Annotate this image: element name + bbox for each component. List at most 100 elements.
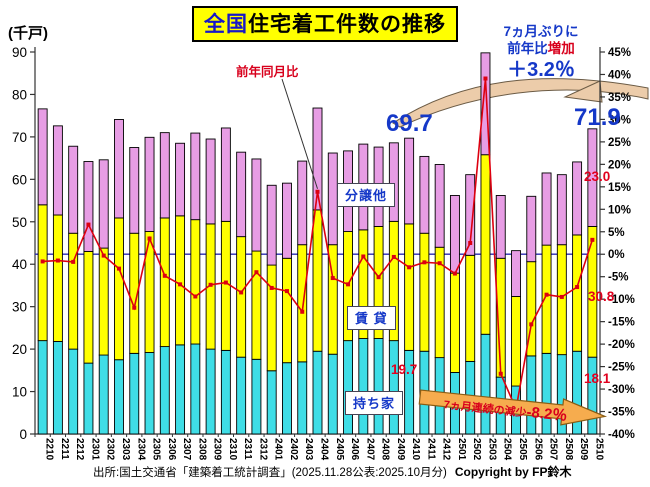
- x-axis-category-label: 2510: [593, 438, 604, 461]
- rental-bar-segment: [480, 154, 491, 335]
- rental-bar-segment: [297, 244, 308, 363]
- swoosh-arrowhead: [563, 80, 603, 103]
- other-bar-segment: [434, 164, 445, 248]
- yoy-marker: [223, 280, 228, 285]
- yoy-marker: [162, 273, 167, 278]
- left-axis-tick-label: 70: [12, 130, 27, 145]
- other-bar-segment: [297, 160, 308, 246]
- x-axis-category-label: 2309: [212, 438, 223, 461]
- yoy-marker: [575, 285, 580, 290]
- left-axis-tick-label: 30: [12, 300, 27, 315]
- other-bar-segment: [312, 107, 323, 211]
- series-label-owner: 持ち家: [345, 391, 404, 415]
- decline-arrow: [418, 389, 608, 426]
- total-value-2410: 69.7: [386, 110, 433, 137]
- right-axis-tick-label: 25%: [608, 137, 631, 149]
- owner-bar-segment: [205, 348, 216, 435]
- x-axis-category-label: 2412: [441, 438, 452, 461]
- x-axis-category-label: 2211: [59, 438, 70, 460]
- other-bar-segment: [480, 52, 491, 156]
- yoy-marker: [315, 189, 320, 194]
- other-bar-segment: [175, 142, 186, 217]
- owner-bar-segment: [144, 352, 155, 435]
- owner-bar-segment: [68, 348, 79, 435]
- x-axis-category-label: 2409: [395, 438, 406, 461]
- x-axis-category-label: 2405: [334, 438, 345, 461]
- owner-bar-segment: [388, 340, 399, 435]
- other-bar-segment: [129, 147, 140, 234]
- yoy-marker: [254, 270, 259, 275]
- owner-bar-segment: [373, 338, 384, 435]
- owner-value-2510: 18.1: [584, 371, 611, 386]
- title-highlight: 全国: [204, 13, 248, 36]
- right-axis-tick-label: -5%: [608, 272, 628, 284]
- callout-line1: 7ヵ月ぶりに: [503, 24, 579, 39]
- yoy-marker: [529, 322, 534, 327]
- yoy-marker: [559, 294, 564, 299]
- x-axis-category-label: 2310: [227, 438, 238, 461]
- owner-bar-segment: [587, 356, 598, 435]
- x-axis-category-label: 2504: [502, 438, 513, 461]
- yoy-marker: [452, 271, 457, 276]
- yoy-marker: [101, 253, 106, 258]
- x-axis-category-label: 2506: [532, 438, 543, 461]
- source-line: 出所:国土交通省「建築着工統計調査」(2025.11.28公表:2025.10月…: [93, 463, 572, 480]
- right-axis-tick-label: 35%: [608, 92, 631, 104]
- left-axis-unit-label: (千戸): [8, 25, 48, 42]
- page-title: 全国住宅着工件数の推移: [192, 6, 458, 42]
- left-axis-tick-label: 40: [12, 257, 27, 272]
- x-axis-category-label: 2308: [196, 438, 207, 461]
- yoy-marker: [437, 261, 442, 266]
- right-axis-tick-label: -40%: [608, 429, 635, 441]
- owner-bar-segment: [159, 346, 170, 435]
- rental-bar-segment: [236, 236, 247, 358]
- yoy-marker: [269, 285, 274, 290]
- yoy-marker: [40, 259, 45, 264]
- yoy-marker: [132, 305, 137, 310]
- right-axis-tick-label: -10%: [608, 294, 635, 306]
- right-axis-tick-label: 45%: [608, 47, 631, 59]
- copyright-text: Copyright by FP鈴木: [454, 465, 572, 479]
- rental-bar-segment: [404, 223, 415, 351]
- rental-bar-segment: [511, 296, 521, 387]
- rental-bar-segment: [114, 217, 124, 361]
- yoy-marker: [544, 292, 549, 297]
- owner-bar-segment: [37, 340, 48, 435]
- other-bar-segment: [541, 172, 552, 246]
- rental-value-2510: 30.8: [588, 289, 615, 304]
- x-axis-category-label: 2408: [380, 438, 391, 461]
- callout-increase-word: 増加: [547, 40, 575, 56]
- owner-bar-segment: [266, 370, 277, 435]
- other-bar-segment: [404, 137, 415, 225]
- right-axis-tick-label: -35%: [608, 407, 635, 419]
- x-axis-category-label: 2302: [105, 438, 116, 461]
- owner-bar-segment: [98, 354, 109, 435]
- rental-bar-segment: [251, 250, 262, 360]
- right-axis-tick-label: 0%: [608, 249, 625, 261]
- x-axis-category-label: 2303: [120, 438, 131, 461]
- right-axis-tick-label: 5%: [608, 227, 625, 239]
- x-axis-category-label: 2507: [548, 438, 559, 461]
- owner-bar-segment: [312, 350, 323, 435]
- yoy-marker: [407, 265, 412, 270]
- total-value-2510: 71.9: [574, 104, 621, 131]
- x-axis-category-label: 2411: [425, 438, 436, 460]
- owner-bar-segment: [52, 341, 63, 435]
- x-axis-category-label: 2312: [257, 438, 268, 461]
- left-axis-tick-label: 10: [12, 385, 27, 400]
- left-axis-tick-label: 90: [12, 45, 27, 60]
- rental-bar-segment: [465, 254, 476, 362]
- other-bar-segment: [511, 250, 521, 297]
- yoy-marker: [147, 236, 152, 241]
- x-axis-category-label: 2508: [563, 438, 574, 461]
- x-axis-category-label: 2501: [456, 438, 467, 461]
- right-axis-tick-label: -25%: [608, 362, 635, 374]
- owner-bar-segment: [251, 358, 262, 435]
- owner-bar-segment: [236, 356, 247, 435]
- other-bar-segment: [465, 174, 476, 256]
- other-bar-segment: [190, 132, 201, 221]
- other-bar-segment: [388, 142, 399, 222]
- source-text: 出所:国土交通省「建築着工統計調査」(2025.11.28公表:2025.10月…: [93, 467, 447, 479]
